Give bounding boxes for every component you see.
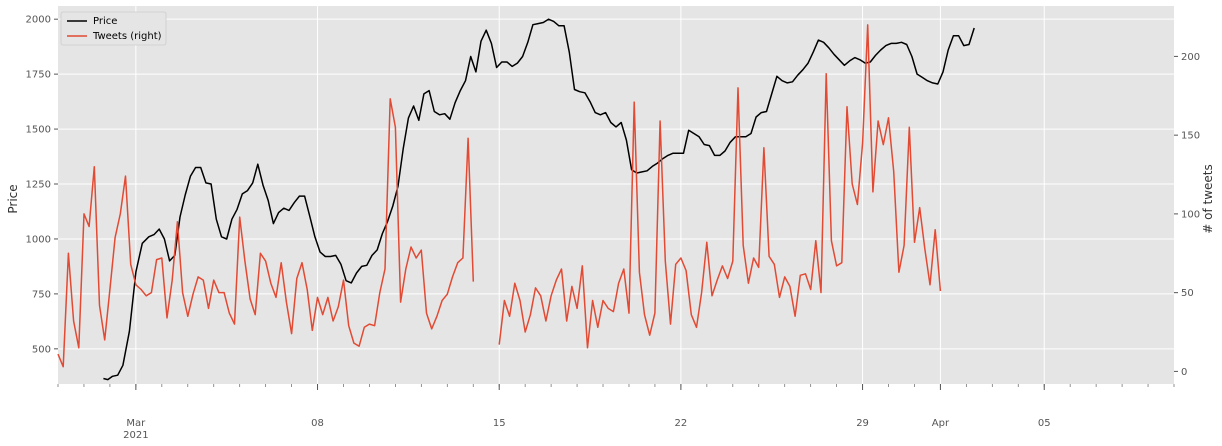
x-tick-sublabel: 2021: [123, 430, 148, 441]
y-tick-label-right: 200: [1181, 52, 1200, 63]
legend: Price Tweets (right): [60, 11, 167, 46]
x-tick-label: 15: [493, 418, 506, 429]
legend-label-tweets: Tweets (right): [92, 31, 162, 42]
y-tick-label-left: 1250: [26, 180, 51, 191]
y-tick-label-left: 1750: [26, 70, 51, 81]
y-axis-label-left: Price: [6, 184, 20, 213]
y-tick-label-left: 750: [32, 289, 51, 300]
x-tick-label: 08: [311, 418, 324, 429]
axes: 50075010001250150017502000050100150200Ma…: [26, 15, 1201, 441]
series-lines: [57, 18, 975, 381]
y-tick-label-right: 150: [1181, 131, 1200, 142]
y-tick-label-left: 1500: [26, 125, 51, 136]
y-tick-label-right: 50: [1181, 288, 1194, 299]
legend-box: [60, 11, 167, 46]
x-tick-label: 05: [1038, 418, 1051, 429]
y-tick-label-left: 2000: [26, 15, 51, 26]
y-tick-label-right: 0: [1181, 367, 1187, 378]
series-line-price: [103, 18, 975, 381]
series-line-tweets: [498, 24, 942, 349]
series-line-tweets: [57, 98, 475, 368]
x-tick-label: 22: [675, 418, 688, 429]
y-tick-label-right: 100: [1181, 209, 1200, 220]
x-tick-label: Apr: [932, 418, 950, 429]
y-tick-label-left: 1000: [26, 234, 51, 245]
gridlines: [58, 6, 1174, 384]
x-tick-label: Mar: [126, 418, 146, 429]
x-tick-label: 29: [856, 418, 869, 429]
plot-area: [58, 6, 1174, 384]
y-tick-label-left: 500: [32, 344, 51, 355]
legend-label-price: Price: [93, 16, 117, 27]
y-axis-label-right: # of tweets: [1201, 164, 1215, 234]
